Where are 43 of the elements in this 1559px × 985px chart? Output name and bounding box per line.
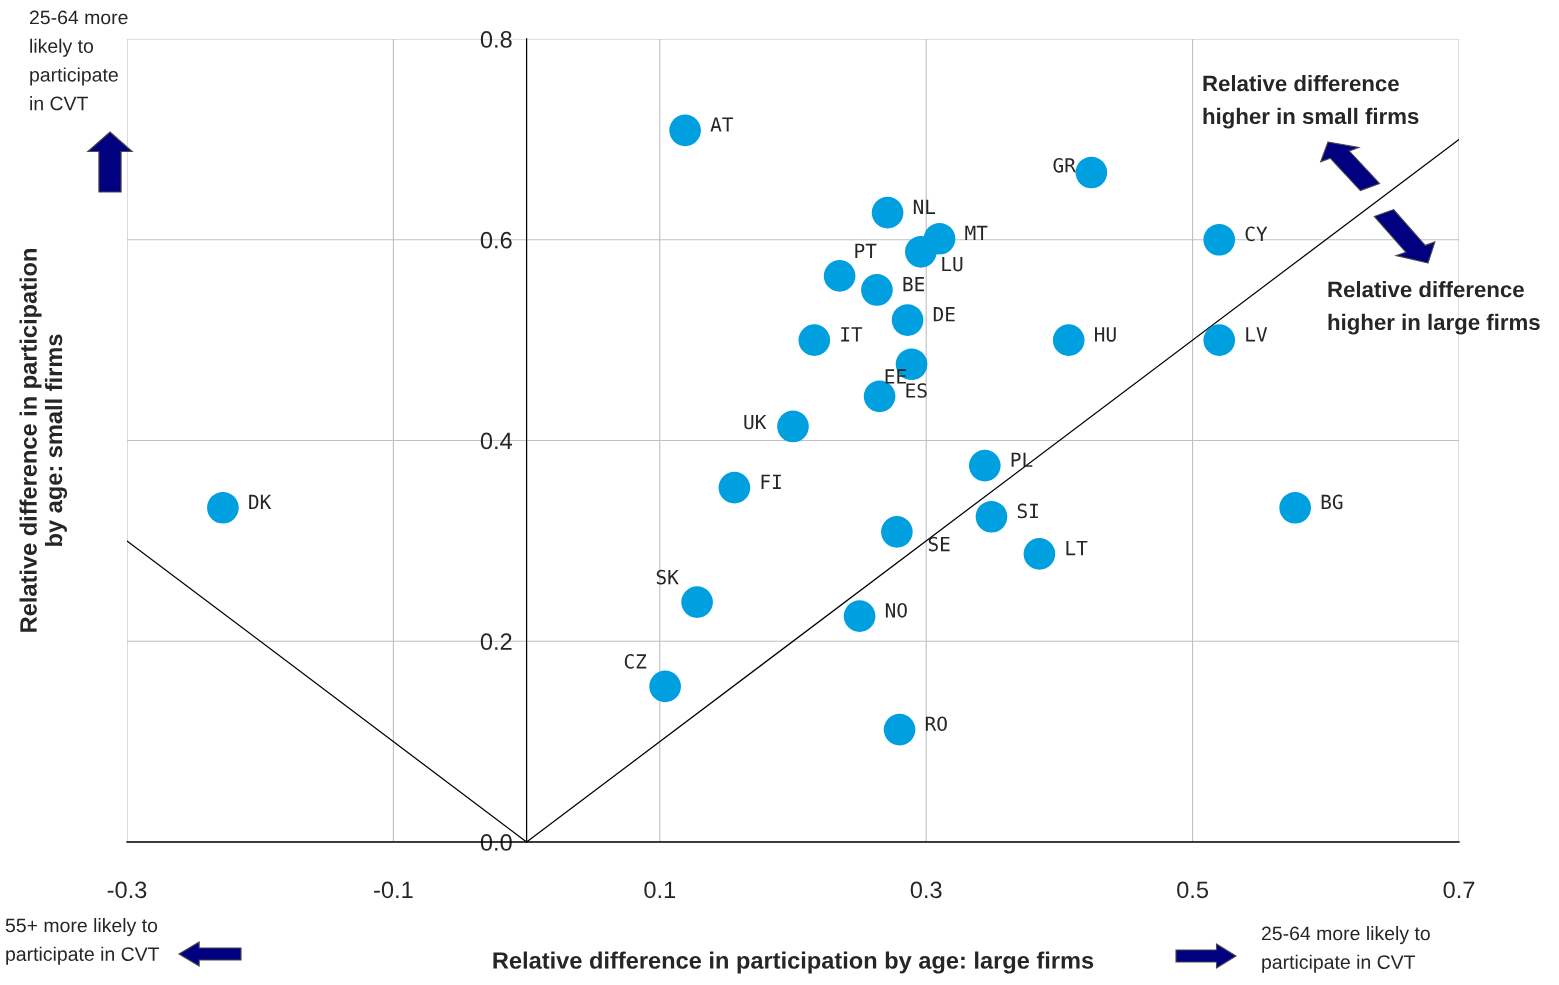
x-tick-label: 0.1: [644, 881, 676, 899]
x-tick-label: 0.5: [1177, 881, 1209, 899]
annotation: Relative difference higher in small firms: [1203, 75, 1419, 129]
text: 55+ more likely to participate in CVT: [5, 918, 160, 965]
annotation: SK: [656, 569, 679, 585]
annotation: DE: [933, 307, 955, 322]
x-axis-title: Relative difference in participation by age: large firms: [493, 951, 1094, 974]
annotation: LU: [942, 256, 963, 272]
annotation: 25-64 more likely to participate in CVT: [29, 10, 128, 111]
annotation: FI: [761, 474, 781, 489]
x-tick-label: 0.3: [910, 881, 942, 899]
annotation: CZ: [624, 654, 647, 669]
annotation: ES: [906, 383, 927, 398]
x-tick-label: -0.3: [107, 881, 147, 899]
y-tick-label: 0.2: [480, 633, 512, 651]
annotation: LV: [1246, 327, 1268, 342]
annotation: NO: [885, 602, 907, 618]
annotation: BG: [1321, 494, 1343, 510]
annotation: LT: [1066, 541, 1088, 556]
annotation: SI: [1017, 503, 1038, 519]
text: 25-64 more likely to participate in CVT: [1261, 926, 1430, 973]
y-axis-title: Relative difference in participation by age: small firms: [19, 249, 68, 632]
annotation: AT: [710, 117, 734, 132]
annotation: PT: [855, 243, 877, 258]
x-tick-label: -0.1: [374, 881, 413, 899]
x-tick-label: 0.7: [1443, 881, 1475, 899]
annotation: Relative difference higher in large firms: [1328, 281, 1540, 335]
annotation: NL: [913, 199, 936, 214]
annotation: UK: [744, 414, 767, 430]
annotation: RO: [925, 716, 947, 732]
annotation: EE: [885, 369, 906, 384]
annotation: CY: [1245, 226, 1268, 242]
annotation: BE: [903, 277, 925, 292]
y-tick-label: 0.6: [480, 231, 512, 249]
annotation: PL: [1011, 452, 1033, 467]
annotation: SE: [928, 536, 950, 552]
annotation: IT: [841, 327, 863, 342]
annotation: MT: [965, 225, 988, 240]
y-tick-label: 0.4: [480, 432, 513, 450]
annotation: HU: [1095, 327, 1116, 342]
annotation: GR: [1053, 157, 1076, 173]
annotation: DK: [249, 494, 272, 509]
y-tick-label: 0.8: [480, 31, 512, 48]
